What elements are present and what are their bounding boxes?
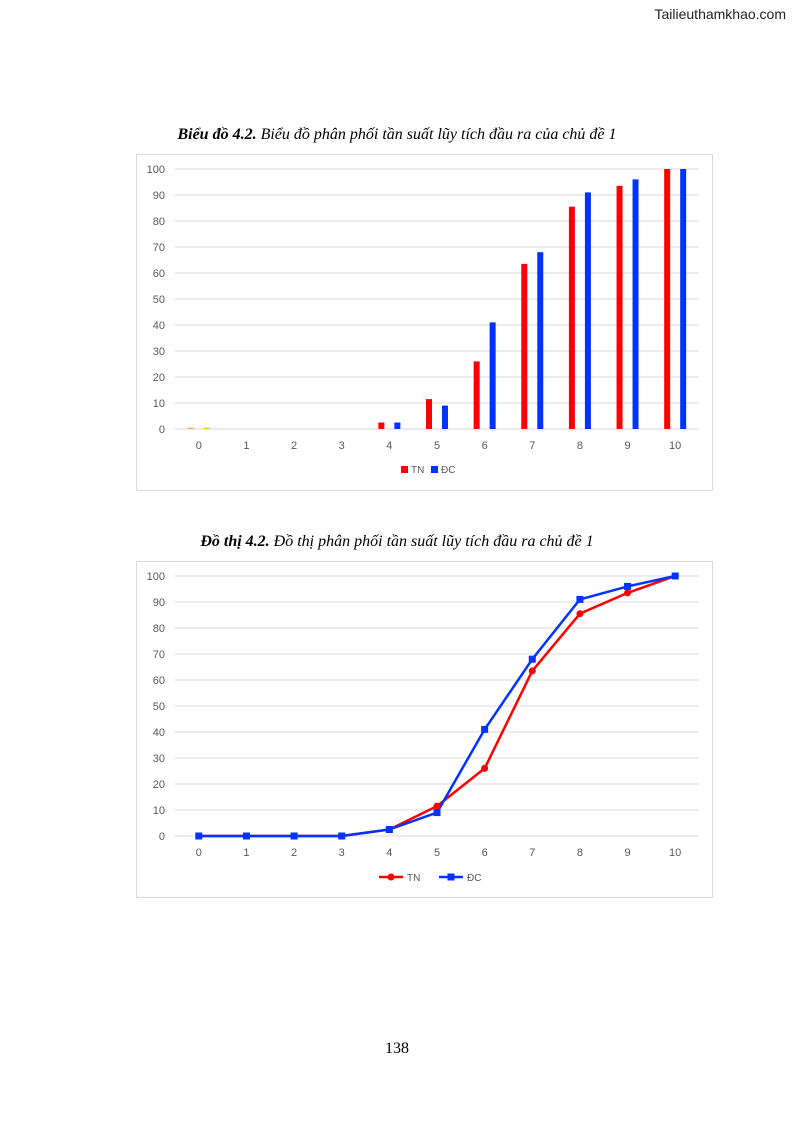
y-tick-label: 0 <box>159 831 165 843</box>
y-tick-label: 40 <box>153 320 165 332</box>
legend-marker-dc <box>447 873 455 881</box>
y-tick-label: 80 <box>153 623 165 635</box>
bar-đc <box>584 192 591 429</box>
point-tn <box>433 802 441 810</box>
line-chart: 0 10 20 30 40 50 60 70 80 90 100 0 1 2 3 4 5 6 7 8 9 10 TN ĐC <box>147 571 699 884</box>
y-tick-label: 0 <box>159 424 165 436</box>
bar-đc <box>394 422 401 429</box>
bar-tn <box>521 263 528 429</box>
y-tick-label: 20 <box>153 779 165 791</box>
bar-chart: 0 10 20 30 40 50 60 70 80 90 100 0 1 2 3 4 5 6 7 8 9 10 TN ĐC <box>147 164 699 476</box>
caption-text-1: Biểu đồ phân phối tần suất lũy tích đầu … <box>256 126 617 143</box>
bar-đc <box>442 405 448 429</box>
y-tick-label: 100 <box>147 571 165 583</box>
point-dc <box>576 595 584 603</box>
bar-đc <box>632 179 639 429</box>
point-dc <box>195 832 203 840</box>
page-number: 138 <box>385 1040 409 1057</box>
point-dc <box>433 809 441 817</box>
point-dc <box>290 832 298 840</box>
y-tick-label: 90 <box>153 597 165 609</box>
bar-đc <box>203 427 210 429</box>
x-tick-label: 0 <box>196 847 202 859</box>
legend-label: TN <box>411 465 424 476</box>
point-dc <box>528 655 536 663</box>
bar-tn <box>664 169 671 429</box>
bar-tn <box>187 427 194 429</box>
point-tn <box>528 667 536 675</box>
x-tick-label: 0 <box>196 440 202 452</box>
line-chart-frame: 0 10 20 30 40 50 60 70 80 90 100 0 1 2 3 4 5 6 7 8 9 10 TN ĐC <box>136 561 713 898</box>
bar-tn <box>473 361 480 429</box>
x-tick-label: 5 <box>434 440 440 452</box>
legend-marker-tn <box>387 873 395 881</box>
point-dc <box>624 582 632 590</box>
x-tick-label: 9 <box>624 847 630 859</box>
bar-đc <box>680 169 687 429</box>
point-tn <box>576 610 584 618</box>
bar-đc <box>537 252 544 429</box>
x-tick-label: 7 <box>529 440 535 452</box>
y-tick-label: 30 <box>153 346 165 358</box>
point-tn <box>624 589 632 597</box>
x-tick-label: 2 <box>291 440 297 452</box>
y-tick-label: 50 <box>153 294 165 306</box>
bar-tn <box>378 422 385 429</box>
point-dc <box>481 725 489 733</box>
x-tick-label: 10 <box>669 440 681 452</box>
chart-caption-2: Đồ thị 4.2. Đồ thị phân phối tần suất lũ… <box>0 533 794 551</box>
legend-swatch-tn <box>401 466 408 473</box>
x-tick-label: 7 <box>529 847 535 859</box>
y-tick-label: 100 <box>147 164 165 176</box>
bar-tn <box>426 399 432 429</box>
x-tick-label: 3 <box>339 440 345 452</box>
legend-label: ĐC <box>441 465 455 476</box>
bar-tn <box>568 206 575 429</box>
x-tick-label: 10 <box>669 847 681 859</box>
y-tick-label: 80 <box>153 216 165 228</box>
y-tick-label: 90 <box>153 190 165 202</box>
y-tick-label: 40 <box>153 727 165 739</box>
x-tick-label: 3 <box>339 847 345 859</box>
x-tick-label: 6 <box>482 847 488 859</box>
x-tick-label: 2 <box>291 847 297 859</box>
x-tick-label: 8 <box>577 440 583 452</box>
point-dc <box>242 832 250 840</box>
y-tick-label: 70 <box>153 649 165 661</box>
x-tick-label: 1 <box>243 847 249 859</box>
bar-đc <box>489 322 496 429</box>
y-tick-label: 20 <box>153 372 165 384</box>
bar-tn <box>616 185 623 429</box>
y-tick-label: 70 <box>153 242 165 254</box>
x-tick-label: 6 <box>482 440 488 452</box>
x-tick-label: 9 <box>624 440 630 452</box>
point-dc <box>338 832 346 840</box>
x-tick-label: 4 <box>386 847 392 859</box>
watermark: Tailieuthamkhao.com <box>654 6 786 22</box>
y-tick-label: 60 <box>153 675 165 687</box>
y-tick-label: 50 <box>153 701 165 713</box>
x-tick-label: 8 <box>577 847 583 859</box>
legend-swatch-đc <box>431 466 438 473</box>
y-tick-label: 30 <box>153 753 165 765</box>
caption-label-1: Biểu đồ 4.2. <box>177 126 257 143</box>
caption-label-2: Đồ thị 4.2. <box>200 533 270 550</box>
chart-caption-1: Biểu đồ 4.2. Biểu đồ phân phối tần suất … <box>0 126 794 144</box>
x-tick-label: 4 <box>386 440 392 452</box>
caption-text-2: Đồ thị phân phối tần suất lũy tích đầu r… <box>269 533 594 550</box>
y-tick-label: 10 <box>153 805 165 817</box>
legend-label: TN <box>407 873 420 884</box>
legend-label: ĐC <box>467 873 481 884</box>
x-tick-label: 1 <box>243 440 249 452</box>
point-dc <box>385 826 393 833</box>
point-tn <box>481 764 489 772</box>
bar-chart-frame: 0 10 20 30 40 50 60 70 80 90 100 0 1 2 3 4 5 6 7 8 9 10 TN ĐC <box>136 154 713 491</box>
point-dc <box>671 572 679 580</box>
x-tick-label: 5 <box>434 847 440 859</box>
y-tick-label: 10 <box>153 398 165 410</box>
y-tick-label: 60 <box>153 268 165 280</box>
